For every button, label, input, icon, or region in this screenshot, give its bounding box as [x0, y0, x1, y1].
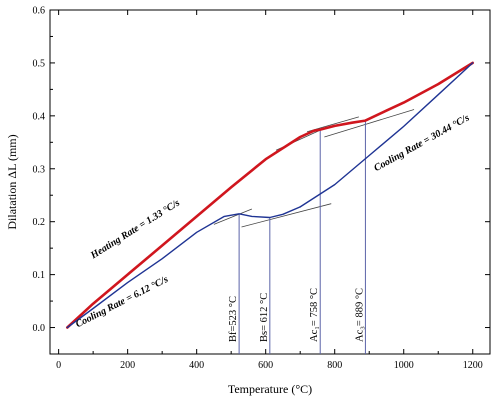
data-series — [66, 61, 475, 329]
y-tick-label: 0.3 — [33, 164, 46, 175]
annotations: Heating Rate = 1.33 °C/s Cooling Rate = 6… — [74, 112, 471, 330]
x-tick-label: 600 — [258, 360, 273, 371]
marker-label: Bf=523 °C — [228, 296, 239, 342]
x-tick-label: 1200 — [463, 360, 483, 371]
y-tick-label: 0.5 — [33, 58, 46, 69]
y-tick-label: 0.1 — [33, 270, 46, 281]
y-tick-label: 0.0 — [33, 323, 46, 334]
x-tick-label: 0 — [56, 360, 61, 371]
transformation-markers: Bf=523 °C Bs= 612 °C Ac₁= 758 °C Ac₃= 889 °… — [228, 120, 366, 354]
y-tick-label: 0.4 — [33, 111, 46, 122]
tangent-line — [241, 203, 332, 228]
annotation-cooling-rate-612: Cooling Rate = 6.12 °C/s — [74, 274, 170, 330]
x-tick-label: 400 — [189, 360, 204, 371]
series-cooling-612 — [66, 206, 301, 329]
annotation-heating-rate: Heating Rate = 1.33 °C/s — [88, 197, 182, 261]
tangent-line — [213, 208, 253, 225]
x-axis-label: Temperature (°C) — [228, 382, 312, 396]
marker-label: Ac₃= 889 °C — [354, 288, 365, 342]
annotation-cooling-rate-30: Cooling Rate = 30.44 °C/s — [372, 112, 471, 174]
y-axis-label: Dilatation ΔL (mm) — [5, 134, 19, 229]
x-tick-label: 800 — [327, 360, 342, 371]
x-tick-label: 200 — [120, 360, 135, 371]
marker-label: Ac₁= 758 °C — [309, 288, 320, 342]
x-tick-label: 1000 — [394, 360, 414, 371]
marker-label: Bs= 612 °C — [259, 293, 270, 342]
tangent-line — [324, 109, 415, 138]
series-heating — [66, 61, 475, 329]
series-cooling-30 — [299, 62, 474, 208]
y-tick-label: 0.2 — [33, 217, 46, 228]
y-tick-label: 0.6 — [33, 6, 46, 17]
